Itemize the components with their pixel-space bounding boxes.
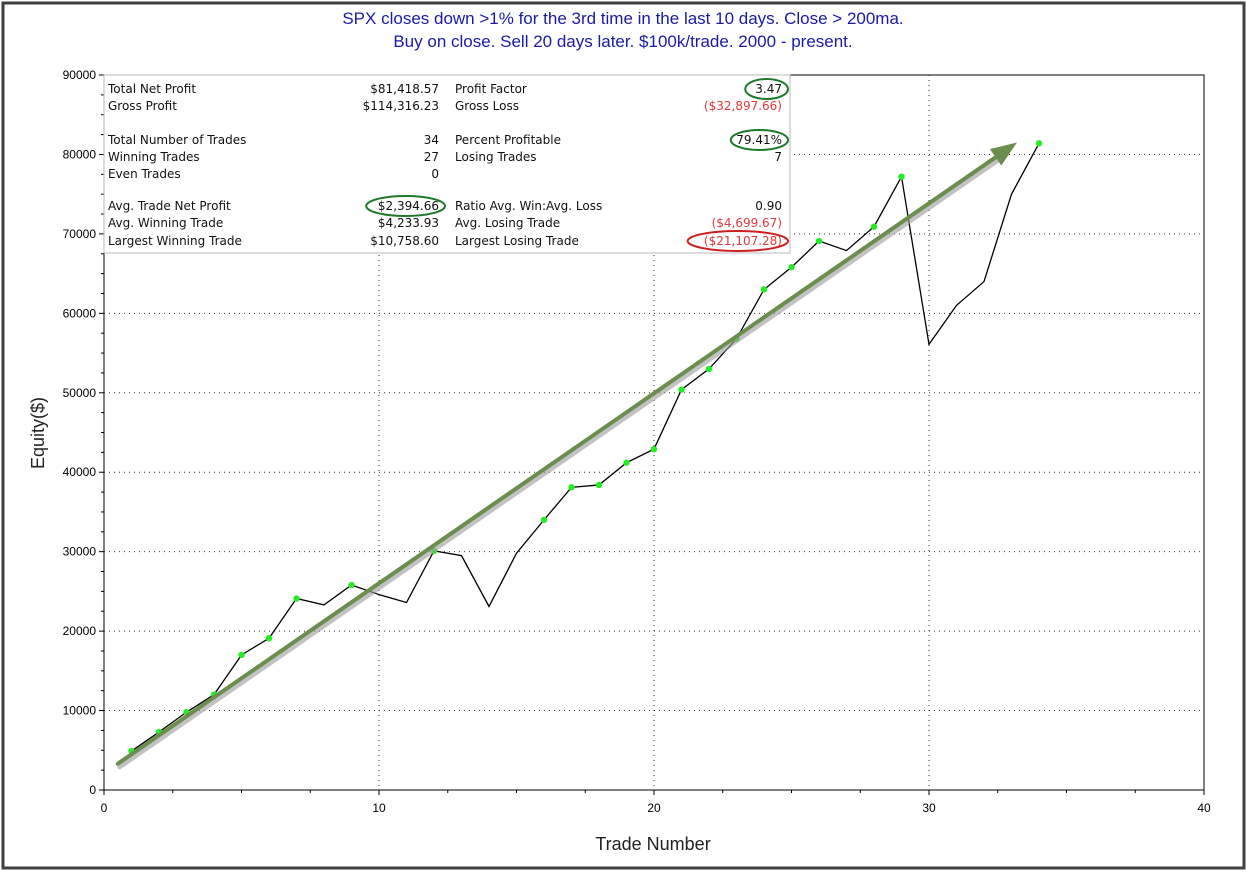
stat-value: $114,316.23: [363, 99, 439, 113]
stat-label: Avg. Trade Net Profit: [108, 199, 231, 213]
stat-value: 7: [774, 150, 782, 164]
new-high-point: [1035, 140, 1043, 147]
new-high-point: [238, 651, 245, 659]
stat-label: Losing Trades: [455, 150, 537, 164]
stat-label: Ratio Avg. Win:Avg. Loss: [455, 199, 602, 213]
new-high-point: [595, 481, 603, 489]
stat-label: Total Number of Trades: [107, 133, 246, 147]
equity-series: [128, 140, 1043, 755]
stat-label: Avg. Winning Trade: [108, 216, 223, 230]
chart-subtitle: Buy on close. Sell 20 days later. $100k/…: [393, 32, 852, 51]
stats-table: Total Net Profit $81,418.57 Gross Profit $1…: [103, 74, 791, 254]
stat-label: Percent Profitable: [455, 133, 561, 147]
stat-label: Total Net Profit: [107, 82, 196, 96]
y-tick-label: 30000: [63, 545, 97, 559]
stat-label: Largest Losing Trade: [455, 234, 579, 248]
new-high-point: [788, 264, 795, 271]
equity-line: [131, 143, 1040, 752]
stat-label: Gross Profit: [108, 99, 177, 113]
stat-value: ($21,107.28): [704, 234, 782, 248]
new-high-point: [650, 445, 658, 453]
y-tick-label: 40000: [63, 465, 97, 479]
trend-arrow: [115, 142, 1017, 770]
stat-value: 79.41%: [736, 133, 782, 147]
new-high-point: [815, 237, 823, 245]
trend-arrow-head: [989, 142, 1017, 166]
green-highlight-ellipse: [729, 129, 790, 151]
stat-value: 0: [431, 167, 439, 181]
new-high-point: [540, 516, 548, 524]
x-tick-label: 20: [647, 801, 661, 815]
new-high-point: [678, 386, 685, 393]
trend-arrow-shadow: [117, 157, 1001, 770]
stat-label: Largest Winning Trade: [108, 234, 242, 248]
x-tick-label: 40: [1197, 801, 1211, 815]
red-highlight-ellipse: [686, 230, 789, 252]
new-high-point: [705, 365, 713, 373]
green-highlight-ellipse: [744, 78, 789, 100]
stat-label: Winning Trades: [108, 150, 200, 164]
chart-title: SPX closes down >1% for the 3rd time in …: [342, 9, 903, 28]
y-tick-label: 80000: [63, 147, 97, 161]
stat-value: 3.47: [755, 82, 782, 96]
stat-value: $4,233.93: [378, 216, 439, 230]
x-tick-label: 10: [372, 801, 386, 815]
new-high-point: [568, 484, 575, 491]
stat-value: 0.90: [755, 199, 782, 213]
new-high-point: [870, 223, 878, 230]
stat-value: $10,758.60: [370, 234, 439, 248]
new-high-point: [265, 635, 273, 642]
x-tick-label: 0: [101, 801, 108, 815]
stat-value: 34: [424, 133, 439, 147]
axes: 0 10 20 30 40 0 10000 20000 30000 40000 50000 60000…: [63, 68, 1211, 815]
stat-value: 27: [424, 150, 439, 164]
stat-value: $81,418.57: [370, 82, 439, 96]
new-high-point: [760, 286, 768, 293]
y-axis-label: Equity($): [28, 397, 48, 469]
new-high-point: [623, 459, 630, 466]
y-tick-label: 50000: [63, 386, 97, 400]
stat-value: $2,394.66: [378, 199, 439, 213]
y-tick-label: 20000: [63, 624, 97, 638]
new-high-point: [293, 595, 300, 602]
stat-label: Even Trades: [108, 167, 181, 181]
stat-value: ($32,897.66): [704, 99, 782, 113]
y-tick-label: 0: [89, 783, 96, 797]
stat-label: Gross Loss: [455, 99, 519, 113]
y-tick-label: 10000: [63, 704, 97, 718]
stat-value: ($4,699.67): [712, 216, 782, 230]
y-tick-label: 90000: [63, 68, 97, 82]
x-axis-label: Trade Number: [595, 834, 710, 854]
new-high-point: [898, 173, 905, 180]
stats-box: [103, 74, 791, 254]
trend-arrow-shaft: [115, 155, 998, 766]
stat-label: Profit Factor: [455, 82, 527, 96]
y-tick-label: 60000: [63, 306, 97, 320]
new-high-point: [348, 581, 355, 589]
green-highlight-ellipse: [365, 195, 447, 217]
stat-label: Avg. Losing Trade: [455, 216, 560, 230]
x-tick-label: 30: [922, 801, 936, 815]
y-tick-label: 70000: [63, 227, 97, 241]
